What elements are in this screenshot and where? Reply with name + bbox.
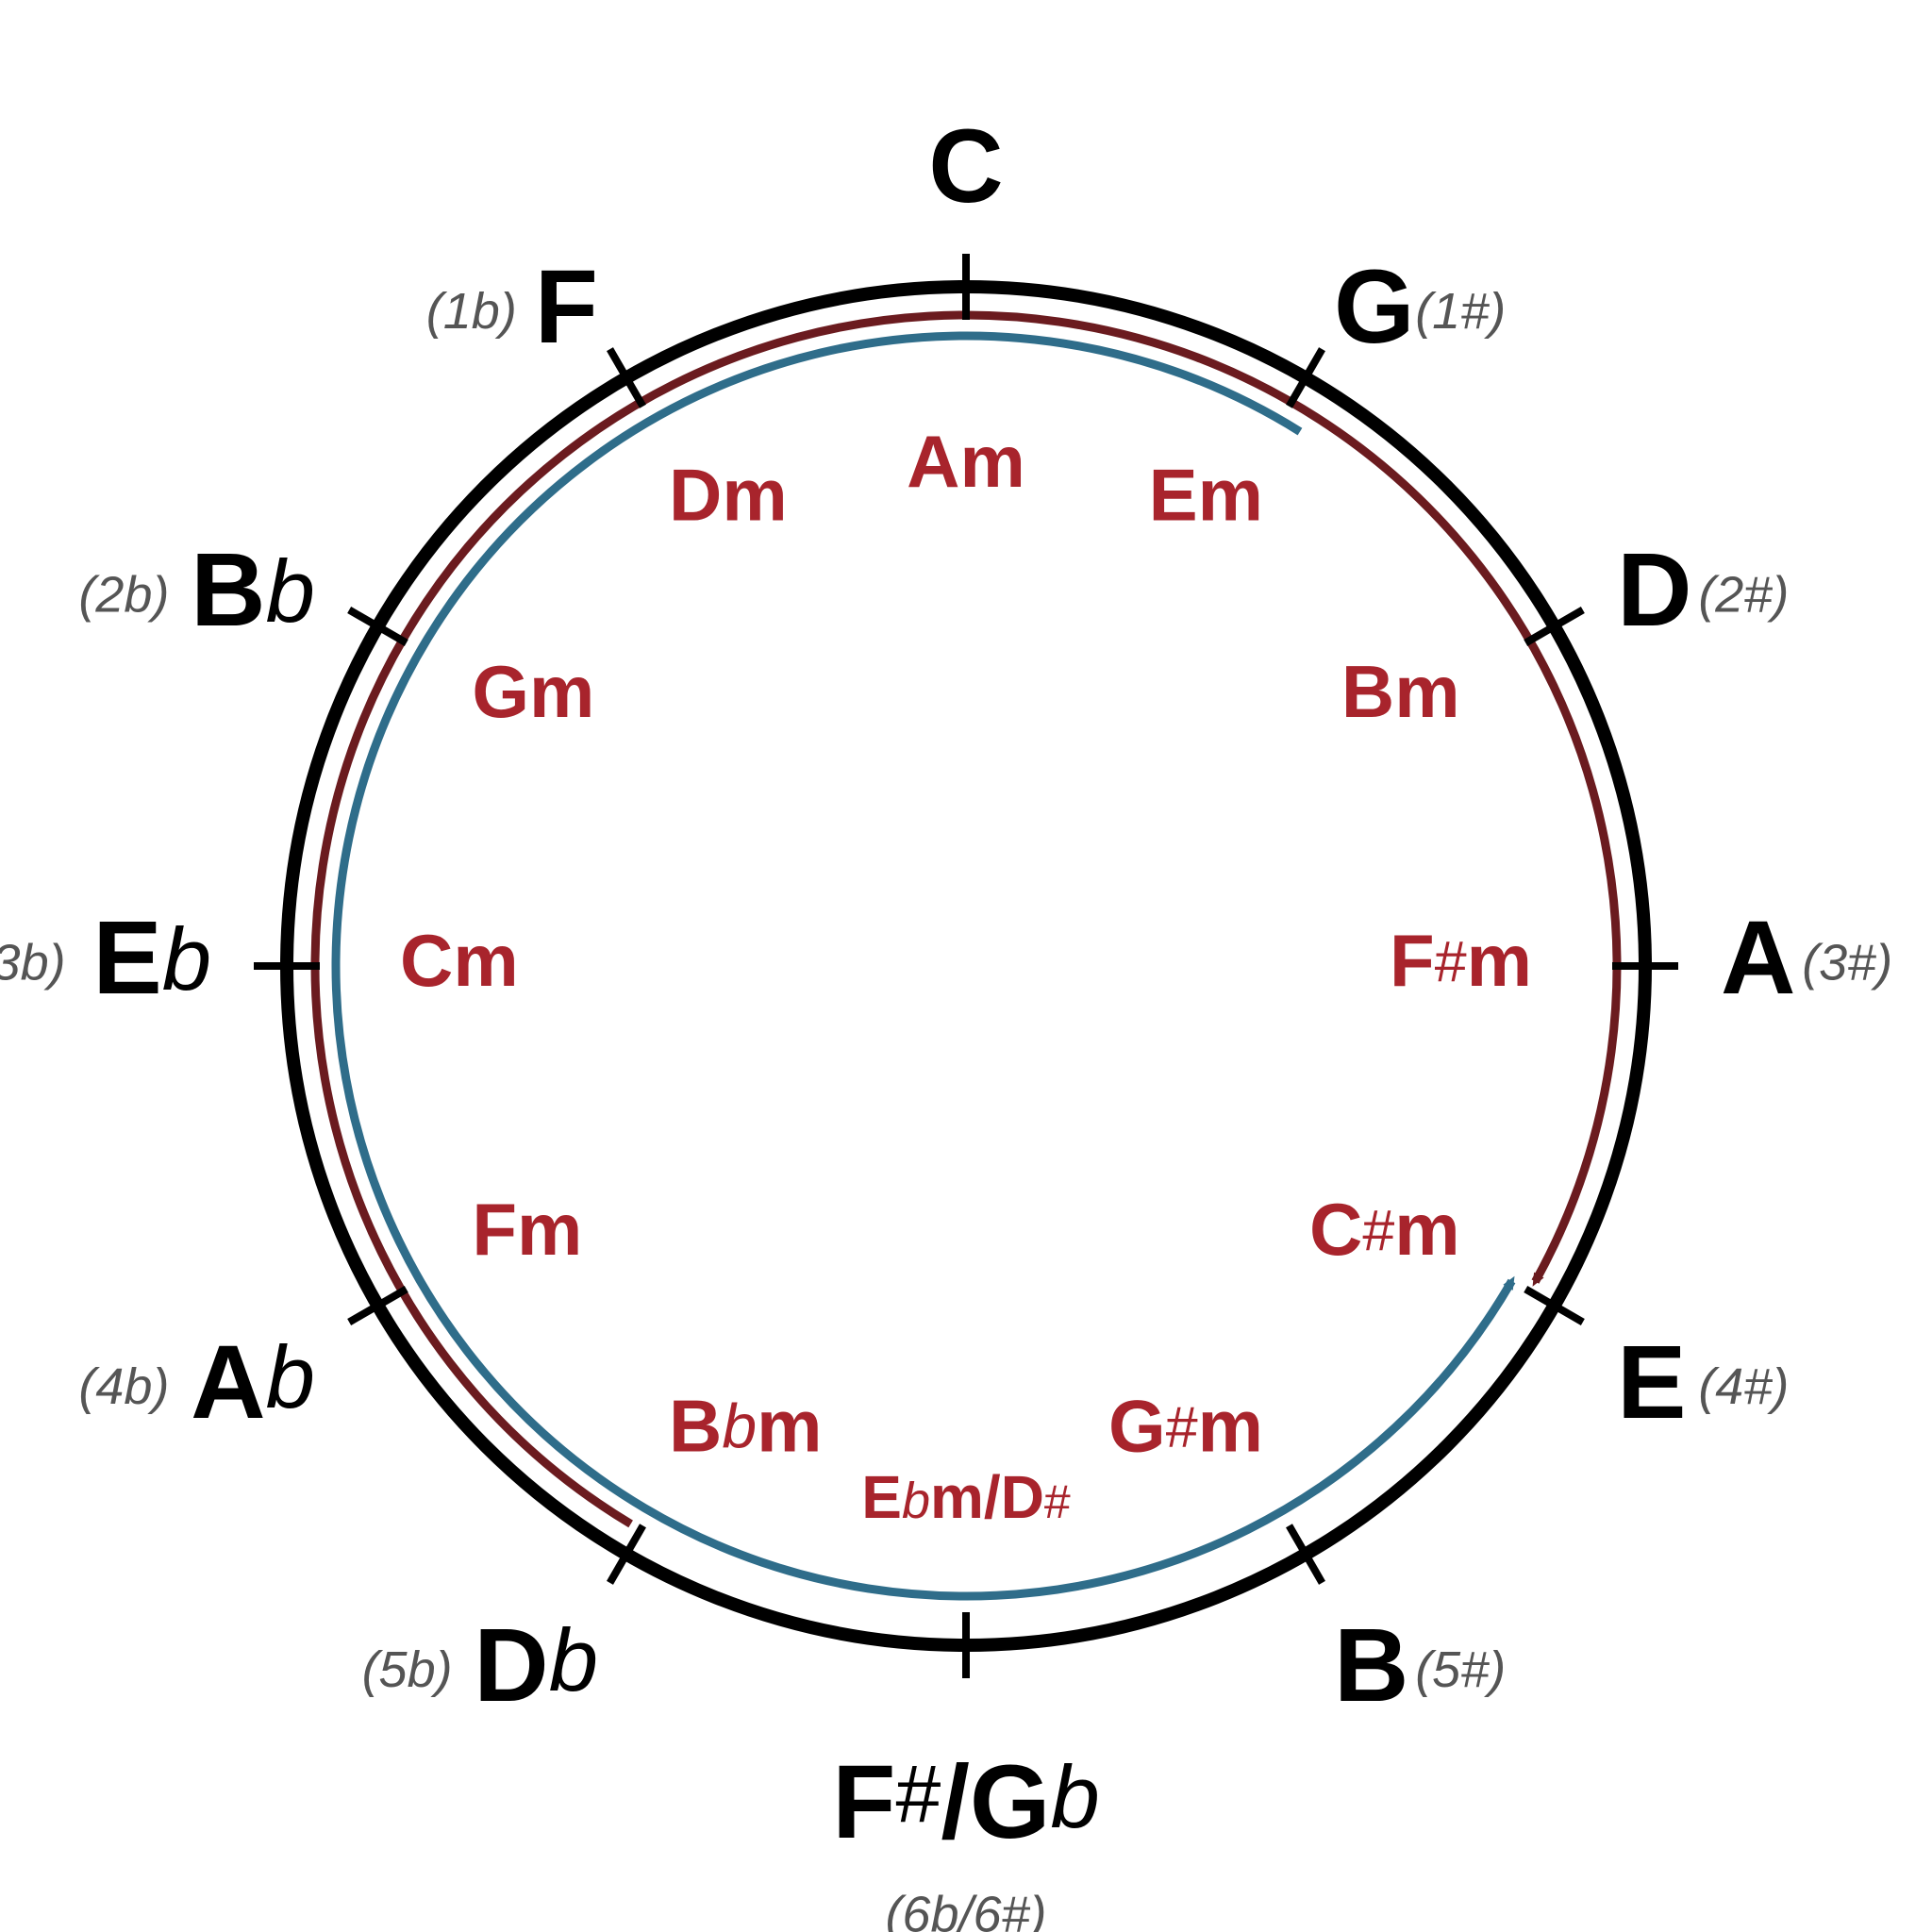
minor-key-label: Ebm/D# xyxy=(861,1463,1071,1531)
minor-key-label: Em xyxy=(1149,453,1263,536)
minor-key-label: C#m xyxy=(1309,1188,1460,1271)
key-signature-annotation: (3#) xyxy=(1802,934,1892,991)
key-signature-annotation: (2#) xyxy=(1698,566,1789,623)
major-key-label: B xyxy=(1334,1607,1408,1724)
minor-key-label: Fm xyxy=(472,1188,582,1271)
minor-key-label: Bm xyxy=(1341,650,1460,733)
minor-key-label: G#m xyxy=(1108,1384,1263,1467)
key-signature-annotation: (4#) xyxy=(1698,1358,1789,1415)
minor-key-label: Gm xyxy=(472,650,594,733)
minor-key-label: Bbm xyxy=(669,1384,822,1467)
key-signature-annotation: (4b) xyxy=(78,1358,169,1415)
key-signature-annotation: (6b/6#) xyxy=(885,1886,1046,1932)
circle-of-fifths-diagram: C Am G Em (1#) D Bm (2#) A F#m (3#) E C#m (4#) B G#m (5#… xyxy=(0,0,1932,1932)
major-key-label: C xyxy=(928,108,1003,225)
major-key-label: F xyxy=(535,249,598,365)
minor-key-label: Cm xyxy=(400,919,519,1002)
major-key-label: Ab xyxy=(191,1324,315,1441)
minor-key-label: Am xyxy=(907,420,1025,503)
minor-key-label: F#m xyxy=(1390,919,1532,1002)
major-key-label: Bb xyxy=(191,532,315,648)
key-signature-annotation: (2b) xyxy=(78,566,169,623)
major-key-label: Db xyxy=(474,1607,598,1724)
major-key-label: D xyxy=(1617,532,1691,648)
major-key-label: A xyxy=(1721,900,1795,1016)
major-key-label: E xyxy=(1617,1324,1686,1441)
key-signature-annotation: (1#) xyxy=(1415,283,1506,340)
major-key-label: Eb xyxy=(92,900,211,1016)
major-key-label: F#/Gb xyxy=(832,1744,1099,1860)
key-signature-annotation: (1b) xyxy=(426,283,517,340)
key-signature-annotation: (5b) xyxy=(362,1641,453,1698)
minor-key-label: Dm xyxy=(669,453,788,536)
key-signature-annotation: (5#) xyxy=(1415,1641,1506,1698)
major-key-label: G xyxy=(1334,249,1415,365)
key-signature-annotation: (3b) xyxy=(0,934,66,991)
